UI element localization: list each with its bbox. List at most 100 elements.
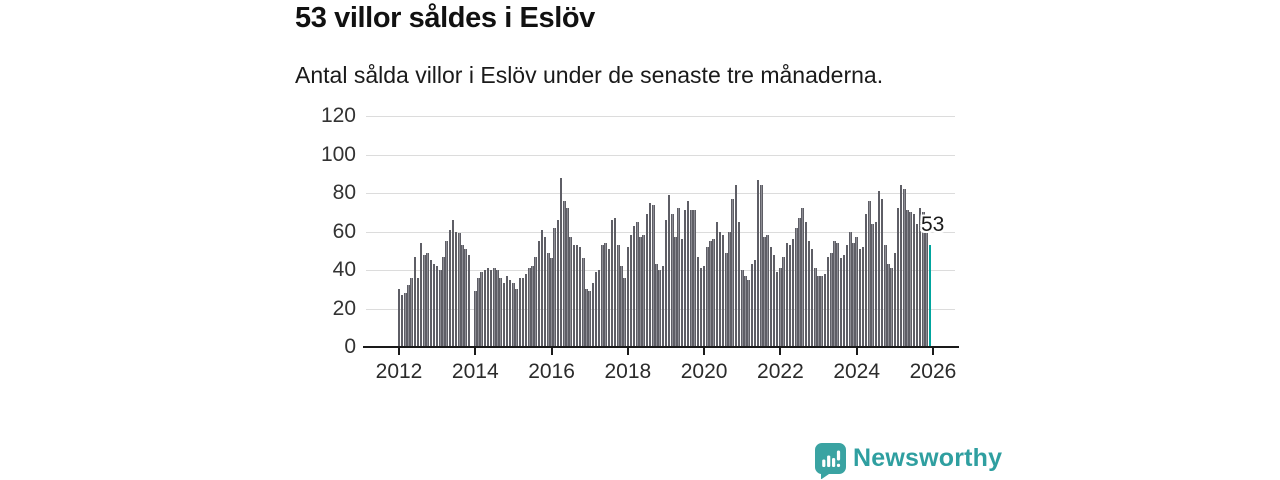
- bar: [661, 266, 665, 347]
- bar: [906, 210, 909, 347]
- bar: [667, 194, 671, 347]
- bar: [693, 210, 696, 347]
- bar: [617, 244, 620, 347]
- x-axis-tick-label: 2016: [528, 360, 575, 383]
- latest-value-annotation: 53: [921, 213, 945, 236]
- bar: [680, 239, 684, 347]
- bar: [826, 256, 830, 347]
- bar: [804, 221, 808, 347]
- bar: [775, 271, 779, 347]
- bar: [769, 246, 773, 347]
- bar: [718, 231, 722, 347]
- newsworthy-logo: Newsworthy: [815, 443, 1002, 479]
- bar: [540, 229, 544, 347]
- page-title: 53 villor såldes i Eslöv: [295, 2, 595, 34]
- brand-name: Newsworthy: [853, 443, 1003, 472]
- bar: [699, 268, 703, 347]
- y-axis-tick-label: 120: [320, 104, 356, 127]
- bar: [400, 295, 404, 347]
- bar: [820, 275, 823, 347]
- bar: [601, 244, 604, 347]
- bar: [648, 202, 652, 347]
- bar: [474, 291, 477, 347]
- bar: [706, 246, 709, 347]
- bar: [890, 268, 893, 347]
- bar: [448, 229, 452, 347]
- bar: [823, 273, 827, 347]
- x-axis-tick: [474, 348, 477, 355]
- bar: [486, 268, 490, 347]
- bar: [502, 283, 506, 347]
- x-axis-tick-label: 2012: [375, 360, 423, 383]
- gridline: [366, 116, 955, 117]
- bar: [839, 258, 843, 347]
- bar: [922, 212, 925, 347]
- x-axis-tick-label: 2014: [451, 360, 499, 383]
- bar: [483, 270, 487, 347]
- bar: [674, 237, 677, 347]
- bar: [909, 212, 912, 347]
- bar: [671, 214, 674, 347]
- bar: [435, 266, 439, 347]
- bar: [419, 243, 423, 347]
- bar: [623, 277, 626, 347]
- bar: [496, 270, 499, 347]
- bar: [830, 252, 833, 347]
- bar: [918, 208, 922, 347]
- bar: [629, 235, 633, 347]
- bar: [575, 244, 579, 347]
- bar: [664, 219, 668, 347]
- y-axis-tick-label: 20: [332, 296, 356, 320]
- bar: [915, 223, 919, 347]
- bar: [864, 214, 868, 347]
- bar: [467, 254, 471, 347]
- bar: [880, 198, 884, 347]
- bar: [779, 268, 782, 347]
- bar: [725, 252, 728, 347]
- bar: [807, 241, 811, 347]
- bar: [795, 227, 798, 347]
- bar-chart: 0 20 40 60 80 100 120 2012 2014 2016 2018 2020 2022 2…: [320, 104, 959, 383]
- bar: [413, 256, 417, 347]
- bar: [686, 200, 690, 347]
- y-axis-tick-label: 60: [332, 219, 356, 243]
- bar: [569, 237, 572, 347]
- bar: [410, 277, 413, 347]
- bar: [677, 208, 680, 347]
- bar: [556, 219, 560, 347]
- x-axis-tick: [779, 348, 782, 355]
- bar: [833, 241, 836, 347]
- bar: [591, 283, 595, 347]
- gridline: [366, 193, 955, 194]
- bar: [639, 237, 642, 347]
- x-axis-tick: [550, 348, 553, 355]
- bar: [871, 223, 874, 347]
- x-axis-tick-label: 2026: [909, 360, 957, 383]
- bar: [760, 185, 763, 347]
- bar: [852, 243, 855, 347]
- bar: [690, 210, 693, 347]
- bar: [845, 244, 849, 347]
- bar: [499, 277, 502, 347]
- y-axis-tick-label: 0: [344, 335, 356, 358]
- bar: [572, 244, 576, 347]
- gridline: [366, 231, 955, 233]
- bar: [683, 210, 687, 347]
- bar: [868, 200, 871, 347]
- bar: [559, 177, 563, 347]
- bar: [817, 275, 820, 347]
- bar: [782, 256, 785, 347]
- bar: [610, 219, 614, 347]
- bar: [458, 233, 461, 347]
- y-axis-tick-label: 80: [332, 181, 356, 204]
- bar: [912, 214, 916, 347]
- x-axis-tick-label: 2020: [680, 360, 728, 383]
- bar: [416, 277, 420, 347]
- bar: [531, 266, 534, 347]
- bar: [887, 264, 890, 347]
- bar: [788, 244, 792, 347]
- bar: [407, 285, 410, 347]
- bar: [810, 248, 814, 347]
- bar: [721, 235, 725, 347]
